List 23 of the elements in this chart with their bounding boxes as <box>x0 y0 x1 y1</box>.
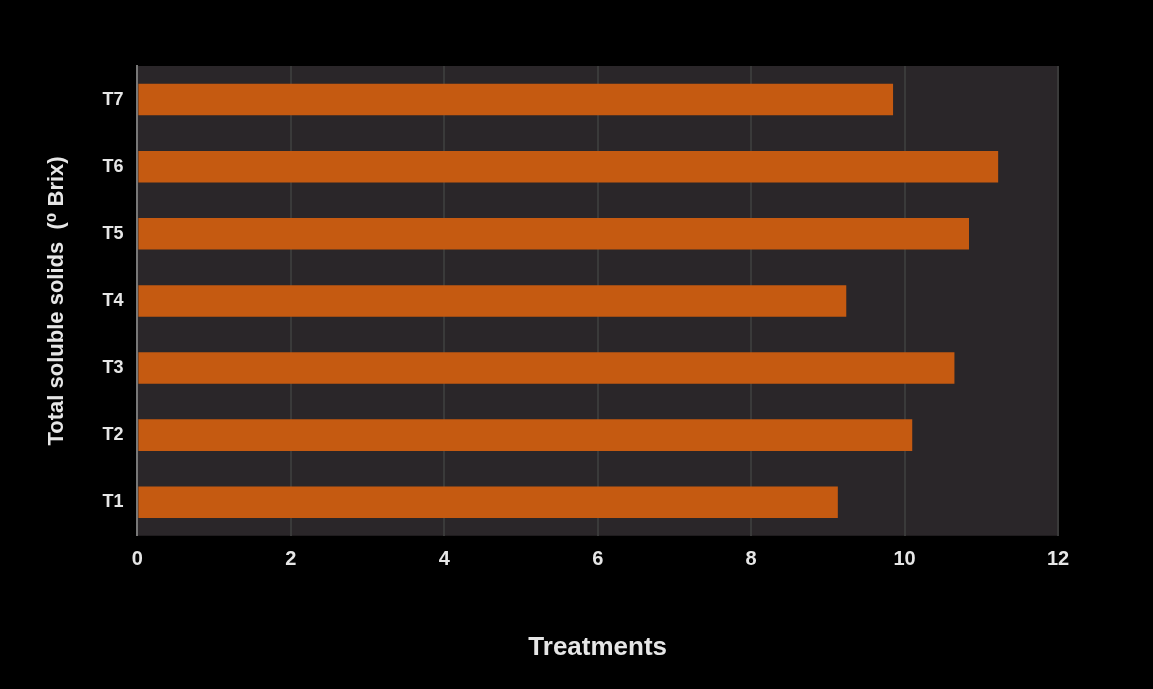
y-axis-title: Total soluble solids (⁰ Brix) <box>43 156 69 446</box>
x-tick-label: 6 <box>592 547 604 570</box>
x-tick-label: 2 <box>285 547 297 570</box>
bar <box>138 150 999 183</box>
bar <box>138 83 894 116</box>
x-axis-title: Treatments <box>528 630 668 661</box>
x-tick-label: 10 <box>893 547 916 570</box>
y-tick-label: T4 <box>102 289 124 310</box>
y-tick-label: T1 <box>102 491 124 512</box>
bar <box>138 419 913 451</box>
y-tick-label: T5 <box>102 222 124 243</box>
bar <box>138 285 847 317</box>
bar <box>138 218 970 250</box>
bar <box>138 486 838 519</box>
y-tick-label: T3 <box>102 356 124 377</box>
y-tick-label: T6 <box>102 155 124 176</box>
x-tick-label: 0 <box>131 547 143 570</box>
y-tick-label: T2 <box>102 424 124 445</box>
y-tick-label: T7 <box>102 88 124 109</box>
x-tick-label: 4 <box>438 547 451 570</box>
bar <box>138 352 955 384</box>
x-tick-label: 12 <box>1046 547 1070 570</box>
x-tick-label: 8 <box>745 547 757 570</box>
